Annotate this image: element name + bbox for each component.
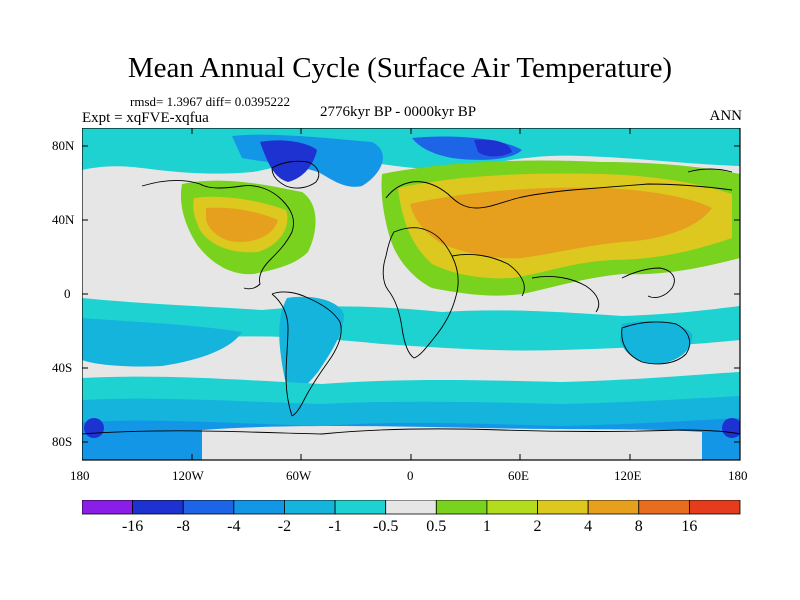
lat-tick-label: 80S bbox=[52, 434, 73, 449]
colorbar-label: -4 bbox=[227, 518, 241, 535]
colorbar-label: -1 bbox=[328, 518, 342, 535]
colorbar-label: 0.5 bbox=[426, 518, 447, 535]
colorbar-swatch bbox=[233, 500, 285, 515]
colorbar bbox=[82, 500, 741, 515]
south-pacific-blue bbox=[82, 318, 242, 367]
lon-tick-label: 0 bbox=[407, 468, 414, 483]
colorbar-label: -8 bbox=[176, 518, 190, 535]
south-america-cool bbox=[279, 296, 344, 400]
lon-tick-label: 60W bbox=[286, 468, 312, 483]
colorbar-swatch bbox=[334, 500, 387, 515]
colorbar-label: 4 bbox=[584, 518, 593, 535]
colorbar-label: 16 bbox=[681, 518, 698, 535]
colorbar-swatch bbox=[688, 500, 741, 515]
eurasia-core bbox=[410, 187, 712, 259]
colorbar-swatch bbox=[385, 500, 437, 515]
colorbar-swatch bbox=[486, 500, 538, 515]
colorbar-swatch bbox=[435, 500, 488, 515]
equatorial-cool-band bbox=[82, 298, 740, 351]
lat-tick-label: 0 bbox=[64, 286, 71, 301]
lon-tick-label: 60E bbox=[508, 468, 529, 483]
temperature-anomaly-map bbox=[82, 128, 741, 461]
greenland-cold-core bbox=[260, 140, 317, 182]
colorbar-swatch bbox=[587, 500, 640, 515]
colorbar-swatch bbox=[82, 500, 134, 515]
lat-tick-label: 40N bbox=[52, 212, 75, 227]
colorbar-swatch bbox=[638, 500, 690, 515]
map-title: Mean Annual Cycle (Surface Air Temperatu… bbox=[127, 52, 673, 84]
colorbar-label: -16 bbox=[121, 518, 144, 535]
colorbar-swatch bbox=[537, 500, 589, 515]
antarctic-neutral-interior bbox=[202, 426, 702, 460]
antarctic-cold-spot-east bbox=[722, 418, 740, 438]
period-label: 2776kyr BP - 0000kyr BP bbox=[320, 104, 477, 120]
experiment-label: Expt = xqFVE-xqfua bbox=[82, 110, 209, 126]
colorbar-label: -0.5 bbox=[373, 518, 399, 535]
lat-tick-label: 80N bbox=[52, 138, 75, 153]
colorbar-label: 8 bbox=[634, 518, 643, 535]
australia-cool bbox=[620, 321, 693, 364]
kara-cold-core bbox=[474, 139, 512, 157]
colorbar-swatch bbox=[284, 500, 336, 515]
colorbar-label: -2 bbox=[277, 518, 292, 535]
lon-tick-label: 120E bbox=[614, 468, 642, 483]
coastlines bbox=[82, 160, 740, 435]
lat-tick-label: 40S bbox=[52, 360, 73, 375]
lon-tick-label: 180 bbox=[70, 468, 90, 483]
colorbar-label: 2 bbox=[533, 518, 542, 535]
season-label: ANN bbox=[709, 108, 743, 124]
colorbar-swatch bbox=[182, 500, 235, 515]
axis-ticks bbox=[82, 128, 740, 460]
colorbar-swatch bbox=[132, 500, 184, 515]
colorbar-label: 1 bbox=[482, 518, 491, 535]
antarctic-cold-spot-west bbox=[84, 418, 104, 438]
north-america-core bbox=[206, 207, 278, 242]
rmsd-diff-stats: rmsd= 1.3967 diff= 0.0395222 bbox=[130, 94, 290, 109]
lon-tick-label: 120W bbox=[172, 468, 204, 483]
lon-tick-label: 180 bbox=[728, 468, 748, 483]
